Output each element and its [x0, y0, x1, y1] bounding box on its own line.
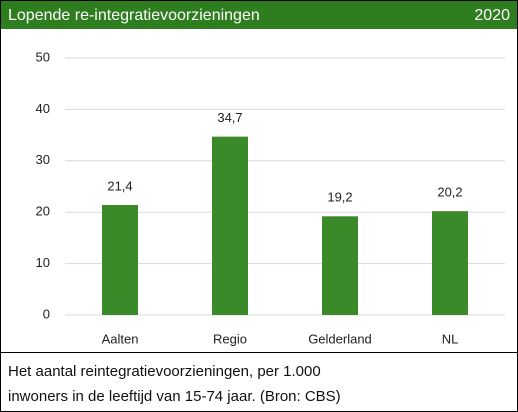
y-tick-label: 30	[36, 152, 50, 167]
y-tick-label: 50	[36, 49, 50, 64]
bar	[322, 216, 358, 315]
x-tick-label: Gelderland	[308, 331, 372, 346]
value-label: 19,2	[327, 190, 352, 205]
title-bar	[1, 1, 517, 29]
x-tick-label: Regio	[213, 331, 247, 346]
x-tick-label: NL	[442, 331, 459, 346]
bar	[102, 205, 138, 315]
y-tick-label: 40	[36, 101, 50, 116]
bar	[212, 136, 248, 315]
value-label: 20,2	[437, 185, 462, 200]
x-tick-label: Aalten	[102, 331, 139, 346]
value-label: 21,4	[107, 178, 132, 193]
y-tick-label: 0	[43, 306, 50, 321]
y-tick-label: 20	[36, 204, 50, 219]
value-label: 34,7	[217, 110, 242, 125]
note-line: Het aantal reintegratievoorzieningen, pe…	[8, 363, 321, 380]
note-line: inwoners in de leeftijd van 15-74 jaar. …	[8, 388, 341, 405]
y-tick-label: 10	[36, 255, 50, 270]
chart-year: 2020	[474, 7, 510, 24]
chart-title: Lopende re-integratievoorzieningen	[8, 7, 260, 24]
bar	[432, 211, 468, 315]
